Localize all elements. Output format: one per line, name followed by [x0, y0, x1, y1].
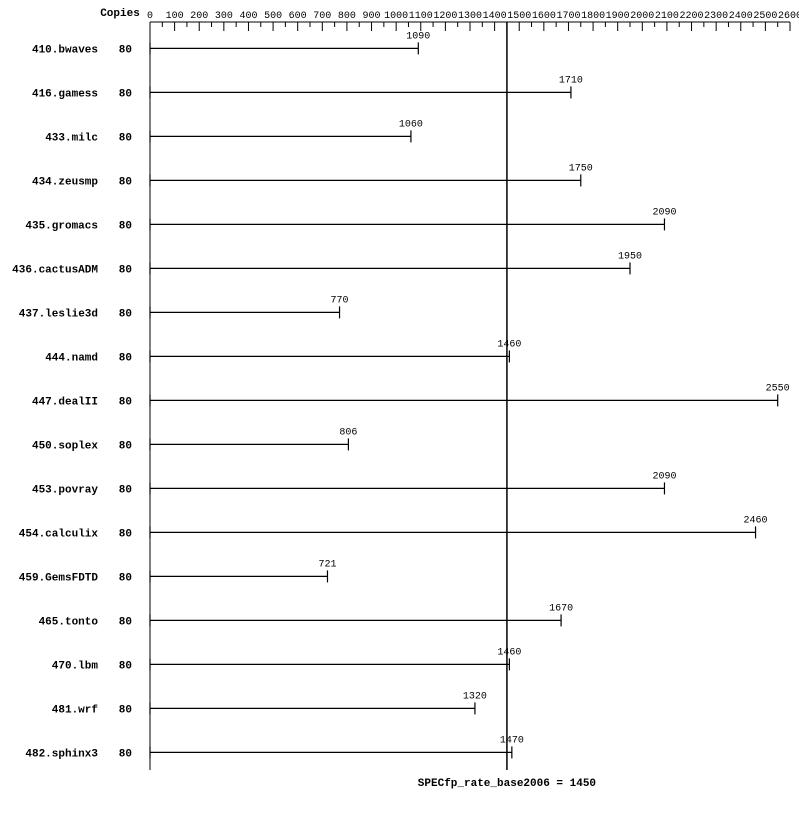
xtick-label: 1600: [532, 11, 556, 22]
value-label: 721: [318, 559, 336, 570]
copies-value: 80: [119, 396, 132, 408]
copies-value: 80: [119, 704, 132, 716]
xtick-label: 600: [289, 11, 307, 22]
value-label: 1060: [399, 119, 423, 130]
value-label: 2550: [766, 383, 790, 394]
benchmark-label: 434.zeusmp: [32, 176, 98, 188]
copies-value: 80: [119, 440, 132, 452]
benchmark-label: 436.cactusADM: [12, 264, 98, 276]
spec-chart: 0 100 200 300 400 500 600 700 800 900100011001200…: [0, 0, 799, 831]
value-label: 1320: [463, 691, 487, 702]
value-label: 1670: [549, 603, 573, 614]
xtick-label: 1000: [384, 11, 408, 22]
xtick-label: 1100: [409, 11, 433, 22]
copies-value: 80: [119, 748, 132, 760]
xtick-label: 200: [190, 11, 208, 22]
footer-label: SPECfp_rate_base2006 = 1450: [418, 778, 596, 790]
copies-header: Copies: [100, 8, 140, 20]
benchmark-label: 454.calculix: [19, 528, 99, 540]
copies-value: 80: [119, 352, 132, 364]
copies-value: 80: [119, 44, 132, 56]
benchmark-label: 447.dealII: [32, 396, 98, 408]
value-label: 2090: [652, 471, 676, 482]
value-label: 1460: [497, 339, 521, 350]
value-label: 2460: [744, 515, 768, 526]
xtick-label: 2400: [729, 11, 753, 22]
xtick-label: 400: [239, 11, 257, 22]
copies-value: 80: [119, 176, 132, 188]
benchmark-label: 450.soplex: [32, 440, 98, 452]
value-label: 1470: [500, 735, 524, 746]
xtick-label: 2100: [655, 11, 679, 22]
copies-value: 80: [119, 220, 132, 232]
benchmark-label: 470.lbm: [52, 660, 99, 672]
xtick-label: 2600: [778, 11, 799, 22]
chart-svg: 0 100 200 300 400 500 600 700 800 900100011001200…: [0, 0, 799, 831]
value-label: 806: [339, 427, 357, 438]
value-label: 2090: [652, 207, 676, 218]
xtick-label: 1400: [483, 11, 507, 22]
xtick-label: 1800: [581, 11, 605, 22]
benchmark-label: 433.milc: [45, 132, 98, 144]
xtick-label: 2500: [753, 11, 777, 22]
copies-value: 80: [119, 660, 132, 672]
xtick-label: 1500: [507, 11, 531, 22]
copies-value: 80: [119, 528, 132, 540]
xtick-label: 1300: [458, 11, 482, 22]
xtick-label: 2200: [680, 11, 704, 22]
xtick-label: 2000: [630, 11, 654, 22]
copies-value: 80: [119, 132, 132, 144]
value-label: 1090: [406, 31, 430, 42]
copies-value: 80: [119, 264, 132, 276]
copies-value: 80: [119, 572, 132, 584]
copies-value: 80: [119, 616, 132, 628]
copies-value: 80: [119, 484, 132, 496]
copies-value: 80: [119, 308, 132, 320]
value-label: 1950: [618, 251, 642, 262]
benchmark-label: 465.tonto: [39, 616, 99, 628]
benchmark-label: 482.sphinx3: [25, 748, 98, 760]
xtick-label: 900: [363, 11, 381, 22]
benchmark-label: 481.wrf: [52, 704, 99, 716]
benchmark-label: 444.namd: [45, 352, 98, 364]
xtick-label: 300: [215, 11, 233, 22]
benchmark-label: 453.povray: [32, 484, 98, 496]
xtick-label: 1200: [433, 11, 457, 22]
xtick-label: 2300: [704, 11, 728, 22]
xtick-label: 0: [147, 11, 153, 22]
benchmark-label: 435.gromacs: [25, 220, 98, 232]
copies-value: 80: [119, 88, 132, 100]
xtick-label: 1900: [606, 11, 630, 22]
value-label: 1710: [559, 75, 583, 86]
xtick-label: 800: [338, 11, 356, 22]
value-label: 770: [331, 295, 349, 306]
benchmark-label: 459.GemsFDTD: [19, 572, 99, 584]
benchmark-label: 437.leslie3d: [19, 308, 98, 320]
xtick-label: 100: [166, 11, 184, 22]
benchmark-label: 410.bwaves: [32, 44, 98, 56]
benchmark-label: 416.gamess: [32, 88, 98, 100]
value-label: 1750: [569, 163, 593, 174]
value-label: 1460: [497, 647, 521, 658]
xtick-label: 700: [313, 11, 331, 22]
xtick-label: 1700: [556, 11, 580, 22]
xtick-label: 500: [264, 11, 282, 22]
